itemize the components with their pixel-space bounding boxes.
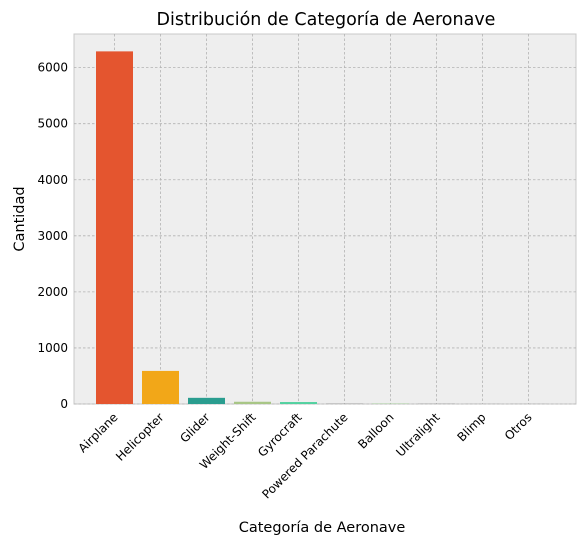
bar-helicopter <box>142 370 179 404</box>
bar-airplane <box>96 51 133 405</box>
grid-layer <box>74 34 576 405</box>
y-tick-label: 6000 <box>37 61 68 75</box>
y-tick-labels: 0 1000 2000 3000 4000 5000 6000 <box>37 61 68 411</box>
x-tick-label: Otros <box>502 410 535 443</box>
plot-area <box>73 33 577 405</box>
x-tick-label: Balloon <box>355 410 396 451</box>
bars-layer <box>96 51 547 405</box>
bar-gyrocraft <box>280 402 317 404</box>
x-tick-label: Blimp <box>455 410 489 444</box>
y-axis-title: Cantidad <box>12 186 28 251</box>
y-tick-label: 2000 <box>37 285 68 299</box>
x-tick-label: Powered Parachute <box>259 410 350 501</box>
x-axis-title: Categoría de Aeronave <box>239 520 406 536</box>
chart-title: Distribución de Categoría de Aeronave <box>157 10 496 30</box>
y-tick-label: 1000 <box>37 341 68 355</box>
y-tick-label: 0 <box>60 397 68 411</box>
x-tick-label: Ultralight <box>393 410 442 459</box>
x-tick-label: Airplane <box>76 410 121 455</box>
x-tick-label: Helicopter <box>113 410 167 464</box>
bar-weight-shift <box>234 401 271 404</box>
x-tick-label: Glider <box>177 410 212 445</box>
y-tick-label: 5000 <box>37 117 68 131</box>
y-tick-label: 4000 <box>37 173 68 187</box>
y-tick-label: 3000 <box>37 229 68 243</box>
bar-glider <box>188 397 225 404</box>
